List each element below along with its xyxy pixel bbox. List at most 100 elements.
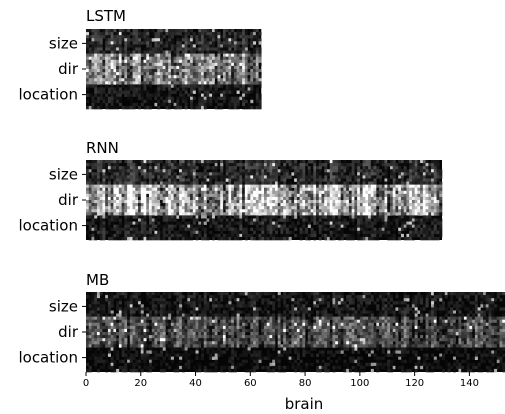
heatmap-cell	[181, 184, 185, 188]
heatmap-cell	[129, 212, 133, 216]
heatmap-cell	[439, 175, 443, 179]
heatmap-cell	[307, 160, 311, 164]
heatmap-cell	[439, 184, 443, 188]
heatmap-cell	[110, 59, 114, 64]
heatmap-cell	[313, 163, 317, 167]
heatmap-cell	[420, 301, 424, 305]
heatmap-cell	[179, 209, 183, 213]
heatmap-cell	[294, 166, 298, 170]
heatmap-cell	[379, 218, 383, 222]
heatmap-cell	[173, 236, 177, 241]
heatmap-cell	[264, 215, 268, 219]
heatmap-cell	[206, 163, 210, 167]
heatmap-cell	[179, 175, 183, 179]
heatmap-cell	[140, 99, 144, 104]
heatmap-cell	[165, 175, 169, 179]
heatmap-cell	[411, 295, 415, 299]
heatmap-cell	[168, 59, 172, 64]
heatmap-cell	[105, 44, 109, 48]
heatmap-cell	[159, 62, 163, 67]
heatmap-cell	[225, 175, 229, 179]
heatmap-cell	[318, 193, 322, 198]
heatmap-cell	[217, 53, 221, 57]
heatmap-cell	[420, 236, 424, 241]
heatmap-cell	[362, 233, 366, 238]
heatmap-cell	[214, 187, 218, 192]
heatmap-cell	[99, 105, 103, 110]
heatmap-cell	[398, 163, 402, 167]
heatmap-cell	[181, 32, 185, 36]
heatmap-cell	[179, 81, 183, 85]
heatmap-cell	[398, 160, 402, 164]
heatmap-cell	[99, 301, 103, 305]
heatmap-cell	[96, 190, 100, 195]
heatmap-cell	[116, 59, 120, 64]
heatmap-cell	[305, 163, 309, 167]
heatmap-cell	[94, 193, 98, 198]
heatmap-cell	[291, 292, 295, 296]
heatmap-cell	[184, 203, 188, 207]
heatmap-cell	[162, 53, 166, 57]
heatmap-cell	[299, 221, 303, 225]
heatmap-cell	[168, 50, 172, 54]
heatmap-cell	[222, 90, 226, 94]
heatmap-cell	[406, 215, 410, 219]
heatmap-cell	[255, 187, 259, 192]
heatmap-cell	[326, 200, 331, 204]
heatmap-cell	[203, 47, 207, 51]
heatmap-cell	[288, 160, 292, 164]
heatmap-cell	[225, 218, 229, 222]
heatmap-cell	[247, 169, 251, 173]
heatmap-cell	[242, 62, 246, 67]
heatmap-cell	[239, 190, 243, 195]
heatmap-cell	[250, 38, 254, 42]
heatmap-cell	[86, 175, 90, 179]
heatmap-cell	[143, 181, 147, 185]
heatmap-cell	[414, 175, 418, 179]
heatmap-cell	[181, 233, 185, 238]
heatmap-cell	[110, 304, 114, 308]
heatmap-cell	[206, 35, 210, 39]
heatmap-cell	[222, 215, 226, 219]
heatmap-cell	[154, 160, 158, 164]
heatmap-cell	[211, 187, 216, 192]
heatmap-cell	[132, 65, 136, 70]
heatmap-cell	[258, 84, 262, 88]
heatmap-cell	[244, 224, 248, 228]
heatmap-cell	[127, 78, 131, 82]
heatmap-cell	[414, 295, 418, 299]
heatmap-cell	[329, 224, 333, 228]
heatmap-cell	[242, 87, 246, 91]
heatmap-cell	[228, 206, 232, 210]
heatmap-cell	[190, 295, 194, 299]
heatmap-cell	[190, 236, 194, 241]
heatmap-cell	[154, 230, 158, 235]
heatmap-cell	[190, 224, 194, 228]
heatmap-cell	[91, 200, 95, 204]
heatmap-cell	[214, 166, 218, 170]
heatmap-cell	[107, 160, 111, 164]
heatmap-cell	[168, 84, 172, 88]
heatmap-cell	[132, 184, 136, 188]
heatmap-cell	[417, 178, 421, 182]
heatmap-cell	[140, 233, 144, 238]
heatmap-cell	[255, 184, 259, 188]
heatmap-cell	[261, 221, 265, 225]
heatmap-cell	[214, 221, 218, 225]
heatmap-cell	[269, 166, 273, 170]
heatmap-cell	[313, 230, 317, 235]
heatmap-cell	[140, 215, 144, 219]
heatmap-cell	[187, 224, 191, 228]
heatmap-cell	[310, 206, 314, 210]
heatmap-cell	[124, 178, 128, 182]
heatmap-cell	[159, 96, 163, 101]
heatmap-cell	[201, 160, 205, 164]
heatmap-cell	[184, 29, 188, 33]
heatmap-cell	[143, 212, 147, 216]
heatmap-cell	[431, 178, 435, 182]
heatmap-cell	[190, 190, 194, 195]
heatmap-cell	[198, 105, 202, 110]
heatmap-cell	[113, 99, 117, 104]
heatmap-cell	[343, 203, 347, 207]
heatmap-cell	[203, 301, 207, 305]
